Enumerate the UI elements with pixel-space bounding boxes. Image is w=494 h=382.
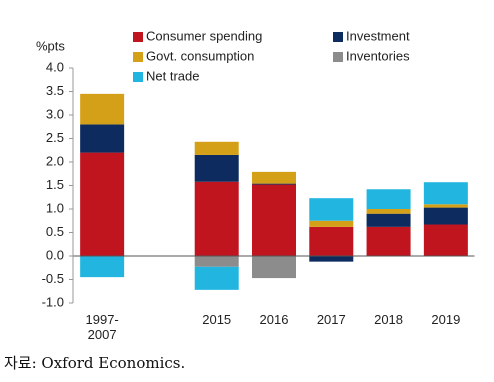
legend-swatch [333,32,343,42]
y-tick-label: 1.0 [46,200,64,215]
y-axis-label: %pts [36,38,65,53]
bar-segment [423,204,468,208]
y-tick-label: 1.5 [46,177,64,192]
legend-label: Consumer spending [146,28,262,43]
bar-segment [80,152,125,256]
chart: %pts 4.0 3.5 3.0 2.5 2.0 1.5 1.0 0.5 0.0 -0.5 -1.0… [36,28,475,309]
bar-segment [309,198,354,221]
bar-segment [366,189,411,209]
bar-segment [194,181,239,256]
bar-segment [309,226,354,256]
y-tick-label: 0.5 [46,224,64,239]
bar-segment [194,266,239,290]
legend-swatch [133,52,143,62]
bar-segment [366,226,411,256]
y-tick-label: -1.0 [42,294,64,309]
bar-segment [80,93,125,125]
bar-segment [366,213,411,227]
bar-segment [423,224,468,256]
bar-segment [252,256,296,279]
bar-segment [252,184,296,256]
bar-segment [423,207,468,225]
bar-segment [309,256,354,262]
bar-segment [252,183,296,185]
x-tick-label: 2015 [202,312,232,327]
y-tick-label: 3.0 [46,106,64,121]
y-tick-label: -0.5 [42,271,64,286]
x-tick-label: 2018 [374,312,404,327]
x-tick-label: 2017 [316,312,346,327]
bar-segment [366,209,411,214]
legend-swatch [333,52,343,62]
y-tick-label: 2.5 [46,130,64,145]
bar-segment [309,220,354,227]
x-tick-label: 2016 [259,312,289,327]
bar-segment [194,256,239,267]
y-tick-label: 3.5 [46,83,64,98]
legend-label: Inventories [346,48,410,63]
x-tick-label: 1997-2007 [85,312,119,342]
bar-segment [194,141,239,155]
legend-label: Investment [346,28,410,43]
y-tick-label: 0.0 [46,247,64,262]
y-tick-label: 2.0 [46,153,64,168]
bar-segment [252,171,296,184]
bar-segment [80,256,125,278]
legend-label: Govt. consumption [146,48,254,63]
legend-label: Net trade [146,68,199,83]
bar-segment [80,124,125,153]
source-note: 자료: Oxford Economics. [4,354,186,372]
bar-segment [194,154,239,182]
x-tick-label: 2019 [431,312,461,327]
bar-segment [423,182,468,205]
y-tick-label: 4.0 [46,59,64,74]
legend-swatch [133,72,143,82]
legend-swatch [133,32,143,42]
